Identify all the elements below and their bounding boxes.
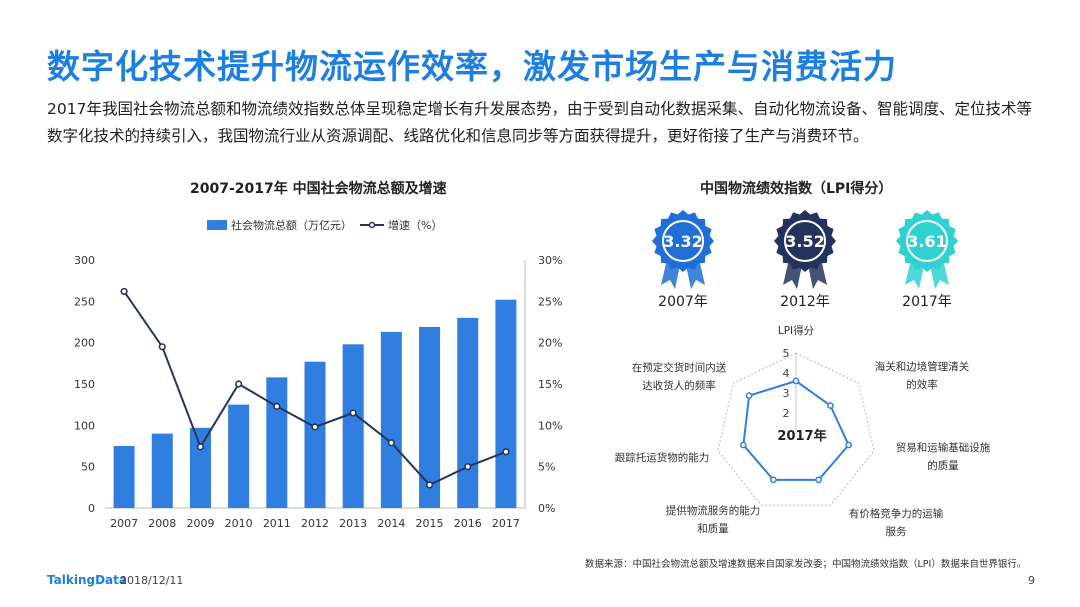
radar-scale-tick: 5 [783,347,790,360]
lpi-badge-2012: 3.52 2012年 [774,210,836,310]
intro-paragraph: 2017年我国社会物流总额和物流绩效指数总体呈现稳定增长有升发展态势，由于受到自… [47,100,1032,145]
radar-axis-label: 提供物流服务的能力和质量 [666,504,761,535]
y-left-tick-label: 150 [74,378,95,391]
badge-seal [652,210,714,272]
radar-axis-label: 有价格竞争力的运输服务 [849,507,944,538]
data-source-note: 数据来源：中国社会物流总额及增速数据来自国家发改委；中国物流绩效指数（LPI）数… [585,559,1027,570]
radar-point [827,402,834,409]
x-tick-label: 2012 [301,517,329,530]
radar-web [717,352,875,506]
badge-ring [906,220,948,262]
growth-point-2010 [235,380,243,388]
y-left-tick-label: 100 [74,419,95,432]
radar-scale-tick: 2 [783,407,790,420]
bar-2013 [342,344,364,508]
x-tick-label: 2016 [454,517,482,530]
radar-series [742,379,850,481]
x-tick-label: 2010 [225,517,253,530]
footer-date: 2018/12/11 [120,574,184,587]
x-tick-label: 2009 [186,517,214,530]
growth-point-2008 [158,343,166,351]
radar-center-label: 2017年 [777,428,826,444]
x-tick-label: 2017 [492,517,520,530]
page-number: 9 [1028,574,1035,587]
x-tick-label: 2013 [339,517,367,530]
radar-point [792,377,800,385]
radar-axis-label: 跟踪托运货物的能力 [615,451,710,464]
radar-point [740,441,747,449]
bar-2014 [380,331,402,508]
y-left-tick-label: 200 [74,337,95,350]
y-left-tick-label: 300 [74,254,95,267]
lpi-radar-chart: 2 3 4 5 2017年 LPI得分海关和边境管理清关的效率贸易和运输基础设施的质量有价… [615,325,991,538]
badge-ring [662,220,704,262]
bar-2007 [113,446,135,508]
page-title: 数字化技术提升物流运作效率，激发市场生产与消费活力 [47,47,897,86]
growth-point-2011 [273,402,281,410]
y-right-tick-label: 0% [538,502,555,515]
y-right-tick-label: 20% [538,337,562,350]
radar-scale-tick: 4 [783,367,790,380]
badge-value: 3.32 [663,232,702,251]
bar-2009 [189,427,211,508]
bar-2015 [419,326,441,508]
x-tick-label: 2008 [148,517,176,530]
growth-point-2009 [196,443,205,451]
y-right-tick-label: 5% [538,461,555,474]
bar-chart-title: 2007-2017年 中国社会物流总额及增速 [190,181,447,197]
x-tick-label: 2014 [377,517,405,530]
badge-seal [896,210,958,272]
x-tick-label: 2007 [110,517,138,530]
bar-line-chart: 社会物流总额（万亿元） 增速（%） 0 50 100 150 200 250 300 0% 5% 10… [74,218,562,530]
y-left-tick-label: 0 [88,502,95,515]
radar-point [745,392,753,399]
y-right-tick-label: 10% [538,419,562,432]
growth-point-2016 [464,463,472,471]
radar-axis-label: LPI得分 [778,325,815,337]
radar-axis-label: 贸易和运输基础设施的质量 [896,441,991,472]
growth-point-2015 [425,481,434,489]
x-tick-label: 2011 [263,517,291,530]
growth-point-2017 [502,448,510,456]
bar-2016 [457,317,479,508]
growth-point-2012 [311,423,319,431]
lpi-badge-2017: 3.61 2017年 [896,210,958,310]
growth-point-2014 [387,439,395,447]
y-left-tick-label: 250 [74,295,95,308]
legend-line-marker [368,221,376,229]
badge-year: 2017年 [902,294,952,310]
y-left-tick-label: 50 [81,461,95,474]
legend-bar-label: 社会物流总额（万亿元） [231,218,352,232]
radar-scale-tick: 3 [783,387,790,400]
radar-axis-label: 海关和边境管理清关的效率 [875,360,970,391]
badge-ring [784,220,826,262]
y-right-tick-label: 15% [538,378,562,391]
bar-2012 [304,361,326,508]
radar-axis-label: 在预定交货时间内送达收货人的频率 [632,361,727,392]
y-right-tick-label: 25% [538,295,562,308]
growth-point-2007 [120,287,128,296]
badge-year: 2007年 [658,294,708,310]
radar-point [845,441,852,449]
lpi-badge-2007: 3.32 2007年 [652,210,714,310]
radar-point [770,476,777,484]
x-tick-label: 2015 [416,517,444,530]
badge-value: 3.61 [907,232,946,251]
lpi-chart-title: 中国物流绩效指数（LPI得分） [700,181,893,197]
bar-2008 [151,433,173,508]
legend-line-label: 增速（%） [388,218,442,232]
talkingdata-logo: TalkingData [47,573,127,587]
y-right-tick-label: 30% [538,254,562,267]
bar-2017 [495,299,517,508]
badge-value: 3.52 [785,232,824,251]
growth-point-2013 [349,409,357,417]
bar-2011 [266,377,288,508]
badge-year: 2012年 [780,294,830,310]
badge-seal [774,210,836,272]
legend-bar-swatch [207,220,227,230]
bar-2010 [228,404,250,508]
radar-point [815,476,822,484]
